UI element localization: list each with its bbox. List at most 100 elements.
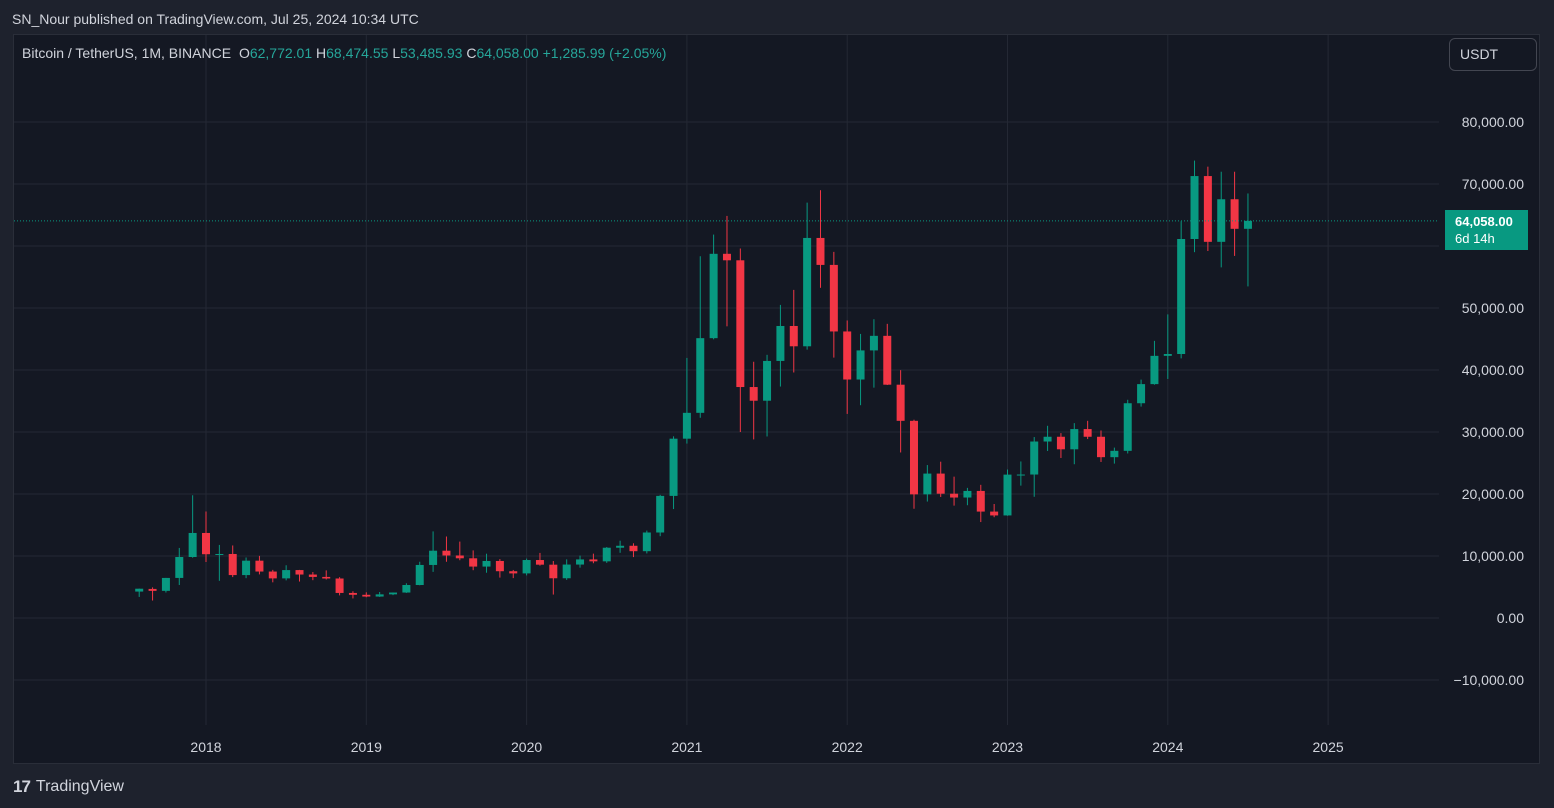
candle [495,559,504,578]
candle-body [1056,436,1065,450]
candle-body [749,387,758,401]
candle [936,461,945,497]
tradingview-brand: TradingView [35,778,124,795]
candle [923,465,932,502]
candle-body [455,555,464,559]
candle-body [789,325,798,347]
candle-body [469,558,478,567]
last-price-value: 64,058.00 [1455,214,1513,229]
candle [1190,160,1199,253]
candle-body [202,532,210,555]
time-tick-label: 2022 [832,739,863,755]
candle [415,561,424,586]
candle [709,234,718,340]
candlestick-chart[interactable]: 80,000.00 70,000.00 50,000.00 40,000.00 30,0… [14,35,1541,765]
candle-body [1083,429,1092,437]
candle [1123,399,1132,454]
candle-body [389,592,398,595]
candle [255,555,264,575]
time-tick-label: 2018 [190,739,221,755]
chart-panel[interactable]: 80,000.00 70,000.00 50,000.00 40,000.00 30,0… [13,34,1540,764]
price-axis[interactable]: 80,000.00 70,000.00 50,000.00 40,000.00 30,0… [1454,114,1525,688]
candle [242,557,251,579]
candle [268,569,277,583]
candle [1150,340,1159,385]
candle [402,583,411,593]
low-label: L [392,45,401,61]
candle-body [856,350,865,380]
candle [816,190,825,288]
candle-body [1003,474,1012,516]
symbol-title[interactable]: Bitcoin / TetherUS, 1M, BINANCE [22,45,232,61]
candle-body [1177,238,1186,355]
candle-body [816,237,825,265]
candle [656,494,665,537]
candle-body [135,588,144,592]
candle-body [148,588,157,591]
candle [469,550,478,571]
price-tick-label: 50,000.00 [1462,300,1524,316]
price-tick-label: 30,000.00 [1462,424,1524,440]
candle-body [335,578,344,593]
candle [1217,171,1226,268]
candle-body [1123,403,1132,451]
candle [843,320,852,414]
candle [642,530,651,554]
price-tick-label: 70,000.00 [1462,176,1524,192]
candle [1097,430,1106,462]
candle-body [1030,441,1039,475]
candle-body [1243,220,1252,229]
candle-body [495,560,504,572]
currency-button[interactable]: USDT [1449,38,1537,71]
candle-body [1043,436,1052,442]
candle-body [923,473,932,495]
candle-body [722,253,731,261]
candle-body [990,511,999,516]
candle [1243,193,1252,287]
candle [869,319,878,388]
candle [1070,423,1079,465]
low-value: 53,485.93 [400,45,463,61]
time-tick-label: 2023 [992,739,1023,755]
candle-body [295,570,304,575]
candle [696,256,705,418]
tradingview-logo[interactable]: 17 TradingView [13,777,124,797]
candle [829,251,838,358]
candle-body [869,335,878,351]
candle-body [1137,384,1146,404]
candle-body [509,571,518,574]
candle [135,588,144,597]
candle-body [950,493,959,498]
close-value: 64,058.00 [476,45,539,61]
candle-body [709,253,718,339]
candle [562,559,571,580]
candle-body [776,325,785,361]
candle [602,547,611,563]
candle [976,484,985,523]
candle-body [1190,176,1199,239]
candle [282,565,291,581]
candle-body [282,570,291,579]
candle-body [362,594,371,597]
candle [188,495,197,558]
candle-body [215,553,224,555]
candle [722,215,731,327]
candle [856,333,865,406]
candle-body [429,550,438,565]
time-axis[interactable]: 2018 2019 2020 2021 2022 2023 2024 2025 [190,739,1343,755]
candle-body [161,577,170,591]
candle-body [228,553,237,576]
candle [1083,420,1092,440]
time-tick-label: 2025 [1313,739,1344,755]
close-label: C [466,45,477,61]
candle-body [883,335,892,385]
candle-body [896,384,905,421]
candle [1016,461,1025,486]
candle [375,591,384,597]
candle-body [1230,199,1239,229]
bar-countdown: 6d 14h [1455,231,1495,246]
candle [215,544,224,581]
candle-body [763,360,772,401]
candle [362,592,371,598]
price-tick-label: 10,000.00 [1462,548,1524,564]
